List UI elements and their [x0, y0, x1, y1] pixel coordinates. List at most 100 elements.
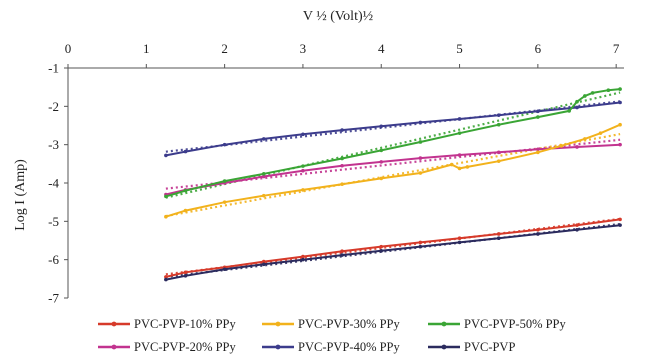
data-point-1-4	[301, 168, 305, 173]
data-point-3-9	[496, 113, 501, 117]
legend-label-1-2: PVC-PVP	[464, 340, 515, 354]
data-point-4-12	[575, 99, 579, 104]
x-axis-title: V ½ (Volt)½	[303, 9, 373, 24]
data-point-0-7	[418, 240, 423, 245]
data-point-0-0	[164, 275, 168, 279]
data-point-4-8	[457, 131, 462, 135]
data-point-0-10	[536, 227, 540, 232]
data-point-4-14	[590, 91, 595, 95]
data-point-3-10	[536, 109, 540, 114]
data-point-1-12	[618, 142, 622, 147]
data-point-1-6	[379, 160, 384, 164]
data-point-3-6	[379, 124, 384, 129]
x-tick-label-0: 0	[65, 41, 72, 56]
data-point-3-2	[222, 142, 227, 147]
data-point-3-3	[261, 137, 266, 141]
data-point-4-6	[379, 148, 384, 153]
data-point-0-5	[340, 249, 344, 254]
data-point-3-11	[575, 105, 579, 110]
x-tick-label-2: 2	[221, 41, 228, 56]
data-point-5-7	[418, 244, 423, 249]
data-point-5-10	[536, 232, 540, 236]
data-point-2-14	[583, 137, 587, 141]
data-point-1-3	[261, 174, 266, 179]
data-point-2-3	[261, 193, 266, 198]
data-point-4-10	[536, 115, 540, 119]
data-point-3-0	[164, 153, 168, 158]
data-point-2-15	[598, 131, 603, 135]
x-tick-label-4: 4	[378, 41, 385, 56]
x-tick-label-3: 3	[300, 41, 307, 56]
data-point-2-4	[301, 188, 305, 192]
data-point-1-8	[457, 153, 462, 157]
data-point-0-8	[457, 236, 462, 240]
x-tick-label-7: 7	[613, 41, 620, 56]
legend-marker-1-1	[275, 344, 281, 350]
data-point-2-8	[449, 162, 454, 167]
data-point-2-11	[496, 159, 501, 163]
data-point-3-5	[340, 128, 344, 132]
axes	[64, 64, 624, 299]
data-point-2-5	[340, 182, 344, 186]
data-point-5-0	[164, 277, 168, 282]
data-point-4-0	[164, 194, 168, 199]
y-axis-title: Log I (Amp)	[13, 159, 28, 231]
data-point-4-16	[618, 87, 622, 91]
data-point-4-3	[261, 172, 266, 176]
data-point-2-2	[222, 200, 227, 204]
legend-label-0-2: PVC-PVP-50% PPy	[464, 317, 567, 331]
y-tick-label-6: -7	[48, 291, 59, 306]
legend-label-1-0: PVC-PVP-20% PPy	[134, 340, 237, 354]
data-point-5-8	[457, 240, 462, 245]
legend-label-1-1: PVC-PVP-40% PPy	[298, 340, 401, 354]
data-point-3-1	[183, 149, 188, 154]
data-point-3-7	[418, 120, 423, 125]
data-point-0-6	[379, 244, 384, 249]
legend-marker-1-2	[441, 344, 447, 350]
data-point-5-1	[183, 273, 188, 278]
y-tick-label-0: -1	[48, 61, 59, 76]
legend-marker-0-1	[275, 321, 281, 327]
data-point-4-13	[583, 94, 587, 98]
data-point-4-5	[340, 156, 344, 161]
data-point-0-12	[618, 217, 622, 222]
x-tick-label-1: 1	[143, 41, 150, 56]
y-tick-label-5: -6	[48, 252, 59, 267]
data-point-3-12	[618, 100, 622, 105]
data-point-0-11	[575, 223, 579, 227]
data-point-0-1	[183, 270, 188, 275]
trendline-2	[165, 133, 621, 218]
legend-marker-0-2	[441, 321, 447, 327]
data-point-2-6	[379, 176, 384, 181]
legend-marker-0-0	[111, 321, 117, 327]
y-tick-label-1: -2	[48, 99, 59, 114]
data-point-5-11	[575, 227, 579, 232]
data-point-0-4	[301, 254, 305, 259]
data-point-4-7	[418, 140, 423, 144]
data-point-1-9	[496, 150, 501, 155]
data-point-2-7	[418, 171, 423, 175]
data-point-5-4	[301, 257, 305, 262]
data-point-4-9	[496, 122, 501, 127]
data-point-0-9	[496, 232, 501, 236]
data-point-4-1	[183, 188, 188, 193]
series-line-5	[165, 224, 621, 281]
x-tick-label-6: 6	[535, 41, 542, 56]
data-point-2-1	[183, 208, 188, 213]
data-point-4-11	[567, 109, 571, 113]
data-point-5-2	[222, 267, 227, 272]
data-point-2-10	[465, 165, 470, 169]
y-tick-label-3: -4	[48, 176, 59, 191]
legend: PVC-PVP-10% PPy PVC-PVP-30% PPy PVC-PVP-50…	[98, 317, 567, 354]
data-point-2-12	[536, 150, 540, 155]
data-point-2-0	[164, 214, 168, 219]
legend-label-0-1: PVC-PVP-30% PPy	[298, 317, 401, 331]
data-point-4-4	[301, 164, 305, 168]
data-point-1-11	[575, 145, 579, 149]
series-lines	[164, 87, 622, 282]
data-point-4-15	[606, 88, 611, 93]
data-point-2-9	[457, 166, 462, 171]
legend-marker-1-0	[111, 344, 117, 350]
